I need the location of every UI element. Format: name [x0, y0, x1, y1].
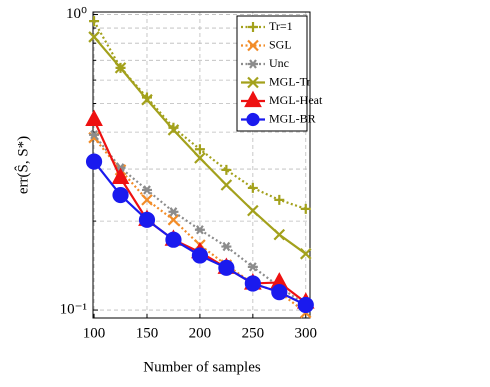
marker	[89, 16, 100, 27]
legend-label: MGL-Heat	[269, 93, 323, 107]
marker	[138, 211, 156, 228]
marker	[273, 228, 286, 241]
marker	[85, 153, 103, 170]
marker	[247, 262, 258, 272]
marker	[248, 59, 258, 69]
marker	[141, 194, 153, 206]
legend-label: SGL	[269, 37, 292, 51]
marker	[246, 112, 260, 127]
x-tick-label: 250	[242, 325, 265, 341]
marker	[194, 152, 206, 164]
y-tick-label: 10⁻¹	[60, 301, 87, 317]
legend-label: Tr=1	[269, 19, 293, 33]
marker	[247, 39, 259, 52]
marker	[168, 207, 179, 217]
marker	[247, 204, 259, 217]
marker	[114, 62, 127, 74]
x-tick-label: 100	[83, 325, 106, 341]
marker	[299, 248, 312, 260]
y-tick-label: 10⁰	[66, 6, 87, 22]
marker	[221, 164, 232, 175]
marker	[88, 31, 100, 43]
marker	[247, 76, 259, 89]
marker	[194, 144, 205, 155]
x-axis-label: Number of samples	[143, 359, 261, 375]
marker	[247, 182, 258, 193]
marker	[248, 22, 258, 32]
marker	[191, 247, 209, 264]
marker	[141, 185, 152, 195]
marker	[300, 203, 311, 214]
marker	[141, 93, 153, 106]
series-line	[93, 134, 307, 306]
x-tick-label: 200	[189, 325, 212, 341]
marker	[165, 231, 182, 248]
x-tick-label: 300	[295, 325, 318, 341]
marker	[218, 259, 235, 276]
marker	[297, 296, 314, 314]
x-tick-label: 150	[136, 325, 159, 341]
marker	[220, 179, 233, 191]
legend-box	[236, 15, 308, 132]
marker	[167, 214, 180, 226]
marker	[85, 109, 103, 127]
y-axis-label: err(Ŝ, S*)	[14, 136, 31, 194]
marker	[194, 225, 205, 235]
legend: Tr=1 SGL Unc MGL-Tr MGL-Heat MGL-BR	[236, 15, 323, 132]
marker	[89, 130, 100, 140]
marker	[244, 90, 262, 108]
legend-label: Unc	[269, 56, 289, 70]
marker	[244, 275, 261, 292]
marker	[271, 284, 288, 301]
legend-label: MGL-BR	[269, 111, 316, 125]
marker	[111, 167, 130, 185]
marker	[112, 186, 129, 204]
marker	[167, 124, 180, 136]
legend-label: MGL-Tr	[269, 74, 311, 88]
marker	[274, 194, 285, 205]
marker	[221, 241, 232, 252]
